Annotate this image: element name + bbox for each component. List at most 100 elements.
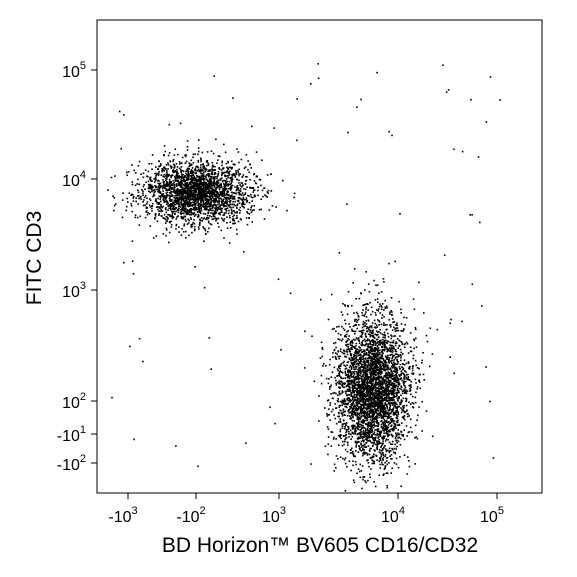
event-point [370, 447, 372, 450]
event-point [153, 178, 155, 180]
event-point [193, 225, 196, 228]
event-point [414, 463, 416, 465]
event-point [231, 212, 233, 215]
event-point [366, 427, 369, 430]
event-point [370, 411, 373, 414]
event-point [166, 176, 168, 178]
event-point [369, 386, 372, 389]
event-point [174, 179, 177, 181]
event-point [245, 198, 247, 201]
event-point [226, 194, 229, 196]
event-point [165, 173, 168, 176]
event-point [205, 178, 208, 180]
event-point [392, 387, 395, 389]
event-point [161, 185, 163, 188]
event-point [210, 205, 212, 207]
event-point [347, 426, 350, 428]
event-point [406, 473, 409, 475]
event-point [178, 192, 181, 195]
event-point [356, 426, 358, 428]
event-point [368, 350, 370, 352]
event-point [389, 422, 391, 425]
event-point [214, 200, 216, 202]
event-point [145, 181, 147, 184]
event-point [378, 386, 380, 388]
event-point [207, 164, 210, 166]
event-point [206, 201, 208, 203]
event-point [369, 424, 371, 427]
event-point [395, 463, 398, 465]
event-point [396, 387, 399, 390]
event-point [369, 350, 371, 352]
event-point [367, 445, 370, 447]
event-point [198, 188, 200, 190]
event-point [400, 354, 402, 357]
event-point [213, 213, 216, 216]
event-point [398, 384, 400, 386]
event-point [350, 411, 353, 413]
event-point [191, 205, 194, 207]
event-point [169, 182, 172, 184]
event-point [199, 183, 201, 186]
event-point [223, 220, 225, 222]
event-point [398, 374, 400, 376]
event-point [229, 206, 231, 208]
event-point [211, 218, 214, 221]
event-point [350, 414, 353, 417]
event-point [160, 203, 162, 206]
event-point [357, 373, 360, 375]
event-point [184, 189, 186, 192]
event-point [252, 191, 255, 193]
event-point [154, 190, 156, 193]
event-point [245, 154, 248, 156]
event-point [113, 197, 116, 199]
event-point [221, 201, 223, 204]
event-point [384, 435, 386, 437]
event-point [186, 223, 189, 225]
event-point [170, 166, 173, 168]
event-point [267, 189, 270, 192]
event-point [157, 182, 159, 185]
event-point [354, 320, 356, 322]
event-point [265, 195, 268, 197]
event-point [202, 187, 204, 190]
event-point [203, 195, 205, 197]
event-point [163, 183, 165, 186]
event-point [195, 191, 197, 193]
event-point [344, 390, 347, 393]
event-point [387, 426, 390, 429]
event-point [340, 371, 343, 373]
event-point [228, 194, 230, 196]
event-point [184, 211, 187, 214]
event-point [360, 360, 362, 362]
event-point [169, 188, 171, 190]
event-point [184, 154, 186, 157]
event-point [194, 179, 196, 182]
event-point [344, 414, 346, 416]
event-point [214, 176, 217, 178]
event-point [192, 204, 194, 206]
event-point [393, 354, 395, 357]
event-point [243, 203, 246, 206]
event-point [387, 368, 389, 370]
event-point [217, 185, 220, 187]
event-point [200, 190, 203, 192]
event-point [371, 353, 373, 355]
event-point [344, 457, 347, 459]
event-point [142, 204, 145, 207]
event-point [329, 419, 331, 421]
event-point [363, 419, 366, 422]
event-point [208, 221, 210, 224]
event-point [176, 190, 179, 193]
event-point [378, 460, 380, 463]
event-point [146, 201, 149, 203]
event-point [185, 176, 188, 179]
event-point [204, 207, 206, 210]
event-point [364, 313, 367, 315]
event-point [232, 196, 234, 198]
event-point [165, 222, 167, 224]
event-point [348, 412, 350, 414]
event-point [200, 196, 202, 199]
event-point [367, 426, 370, 428]
event-point [176, 216, 178, 218]
